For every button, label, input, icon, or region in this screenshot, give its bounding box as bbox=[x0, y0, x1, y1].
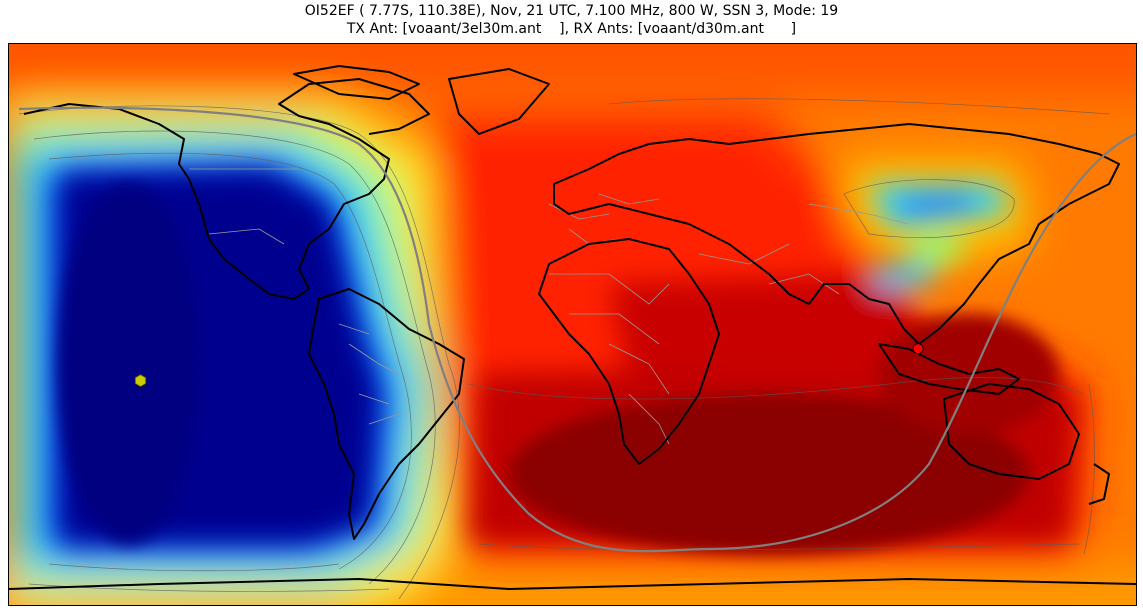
coast-arctic-islands bbox=[293, 65, 420, 100]
antipode-marker bbox=[134, 374, 147, 388]
chart-title: OI52EF ( 7.77S, 110.38E), Nov, 21 UTC, 7… bbox=[0, 2, 1143, 38]
coast-australia bbox=[943, 383, 1080, 480]
transmitter-marker bbox=[912, 343, 924, 355]
field-dark-red-africa bbox=[609, 274, 939, 384]
contour-line bbox=[48, 152, 412, 570]
contour-lines bbox=[18, 98, 1110, 600]
contour-line bbox=[33, 130, 436, 585]
field-north-band bbox=[9, 44, 1136, 94]
contour-line bbox=[843, 179, 1015, 238]
contour-line bbox=[468, 377, 1085, 400]
coast-eurasia bbox=[553, 123, 1120, 345]
border-africa bbox=[549, 273, 670, 445]
coast-africa bbox=[538, 238, 720, 465]
contour-line bbox=[608, 98, 1110, 115]
coverage-map bbox=[8, 43, 1137, 606]
coverage-map-svg bbox=[9, 44, 1136, 605]
border-us-mexico bbox=[208, 228, 285, 245]
field-china-green bbox=[909, 234, 964, 266]
field-darkest-red bbox=[509, 394, 1029, 554]
coast-south-america bbox=[308, 288, 465, 540]
contour-line bbox=[18, 105, 460, 600]
title-line-1: OI52EF ( 7.77S, 110.38E), Nov, 21 UTC, 7… bbox=[304, 3, 839, 19]
country-borders bbox=[189, 168, 910, 445]
grayline-terminator bbox=[18, 106, 1136, 553]
border-asia bbox=[698, 203, 910, 295]
border-south-america bbox=[338, 323, 400, 425]
signal-field bbox=[9, 44, 1136, 605]
coast-greenland bbox=[448, 68, 550, 135]
contour-line bbox=[478, 543, 1080, 551]
coast-indonesia bbox=[878, 343, 1020, 395]
coastlines bbox=[9, 65, 1136, 590]
coast-north-america bbox=[23, 78, 430, 300]
field-asia-blue bbox=[899, 194, 974, 216]
coast-antarctica bbox=[9, 578, 1136, 590]
field-pacific-core bbox=[59, 184, 199, 544]
field-himalaya-cyan bbox=[869, 262, 934, 289]
contour-line bbox=[48, 563, 340, 572]
contour-line bbox=[1083, 383, 1095, 555]
coast-new-zealand bbox=[1088, 463, 1110, 505]
title-line-2: TX Ant: [voaant/3el30m.ant ], RX Ants: [… bbox=[346, 21, 797, 37]
